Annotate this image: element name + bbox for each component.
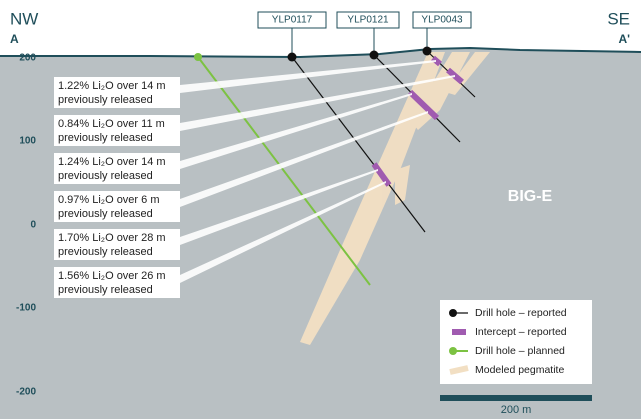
hole-label-boxes [257, 11, 472, 57]
point-left: A [10, 32, 19, 46]
direction-right: SE [607, 9, 630, 28]
callout-leader [180, 181, 386, 283]
callout-note: previously released [58, 170, 153, 182]
legend-label: Drill hole – planned [475, 345, 565, 357]
callout-box [54, 229, 180, 260]
planned-collar [194, 53, 202, 61]
callout-note: previously released [58, 94, 153, 106]
scale-label: 200 m [501, 404, 532, 416]
hole-label: YLP0043 [421, 15, 463, 26]
callout-box [54, 267, 180, 298]
callout-grade: 1.70% Li₂O over 28 m [58, 232, 166, 244]
direction-left: NW [10, 9, 38, 28]
hole-label: YLP0121 [347, 15, 389, 26]
callout-note: previously released [58, 246, 153, 258]
callout-box [54, 191, 180, 222]
callouts: 1.22% Li₂O over 14 m previously released 0… [54, 60, 455, 298]
scale-bar [440, 395, 592, 401]
callout-leader [180, 75, 455, 131]
callout-grade: 1.22% Li₂O over 14 m [58, 80, 166, 92]
planned-hole [197, 56, 371, 286]
collars [287, 46, 432, 62]
callout-grade: 0.84% Li₂O over 11 m [58, 118, 165, 130]
zone-label: BIG-E [508, 188, 553, 205]
callout-grade: 1.24% Li₂O over 14 m [58, 156, 166, 168]
elevation-label: 0 [30, 220, 36, 231]
legend-label: Modeled pegmatite [475, 364, 564, 376]
callout-note: previously released [58, 284, 153, 296]
legend-symbols [449, 309, 469, 375]
callout-leader [180, 111, 428, 207]
callout-leader [180, 60, 436, 93]
surface-line [0, 46, 641, 59]
callout-note: previously released [58, 132, 153, 144]
callout-note: previously released [58, 208, 153, 220]
elevation-label: 200 [19, 53, 36, 64]
legend-label: Intercept – reported [475, 326, 567, 338]
elevation-label: -100 [16, 303, 36, 314]
callout-box [54, 77, 180, 108]
elevation-label: -200 [16, 387, 36, 398]
callout-box [54, 153, 180, 184]
elevation-label: 100 [19, 136, 36, 147]
point-right: A' [618, 32, 630, 46]
callout-leader [180, 93, 412, 169]
legend-label: Drill hole – reported [475, 307, 567, 319]
callout-box [54, 115, 180, 146]
hole-label: YLP0117 [272, 15, 313, 26]
callout-grade: 1.56% Li₂O over 26 m [58, 270, 166, 282]
callout-leader [180, 169, 378, 245]
callout-grade: 0.97% Li₂O over 6 m [58, 194, 159, 206]
